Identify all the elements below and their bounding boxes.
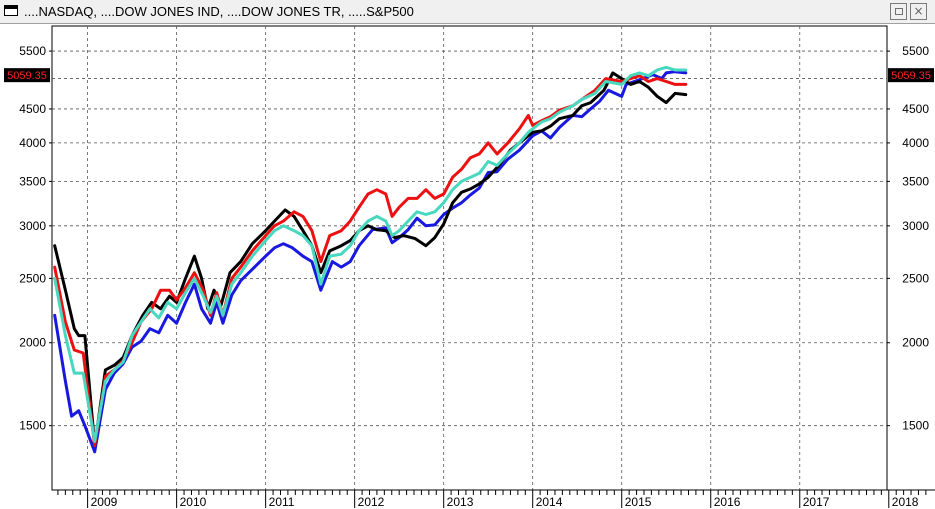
x-tick-label: 2014 bbox=[536, 495, 563, 509]
y-tick-label: 4000 bbox=[19, 136, 46, 150]
last-value-box bbox=[4, 68, 50, 83]
last-value-box bbox=[888, 68, 934, 83]
x-tick-label: 2016 bbox=[714, 495, 741, 509]
x-tick-label: 2012 bbox=[358, 495, 385, 509]
y-tick-label-right: 2500 bbox=[902, 271, 929, 285]
title-bar: ....NASDAQ, ....DOW JONES IND, ....DOW J… bbox=[0, 0, 935, 24]
y-tick-label: 1500 bbox=[19, 419, 46, 433]
y-tick-label: 5500 bbox=[19, 44, 46, 58]
right-price-axis: 1500 2000 2500 3000 3500 4000 4500 5500 bbox=[887, 44, 929, 433]
y-tick-label: 2000 bbox=[19, 336, 46, 350]
last-value-marker-right: 5059.35 bbox=[888, 68, 934, 83]
x-tick-label: 2009 bbox=[91, 495, 118, 509]
y-tick-label: 3000 bbox=[19, 219, 46, 233]
plot-border bbox=[51, 25, 888, 491]
x-tick-label: 2018 bbox=[892, 495, 919, 509]
last-value-marker-left: 5059.35 bbox=[4, 68, 50, 83]
close-icon: × bbox=[913, 4, 924, 18]
left-price-axis: 1500 2000 2500 3000 3500 4000 4500 5500 bbox=[19, 44, 52, 433]
y-tick-label-right: 3000 bbox=[902, 219, 929, 233]
x-tick-label: 2011 bbox=[269, 495, 295, 509]
y-tick-label-right: 1500 bbox=[902, 419, 929, 433]
window-title: ....NASDAQ, ....DOW JONES IND, ....DOW J… bbox=[24, 4, 414, 19]
x-tick-label: 2010 bbox=[180, 495, 207, 509]
last-value-text: 5059.35 bbox=[891, 70, 931, 82]
y-tick-label: 2500 bbox=[19, 271, 46, 285]
y-tick-label-right: 5500 bbox=[902, 44, 929, 58]
y-tick-label-right: 2000 bbox=[902, 336, 929, 350]
series-line-4 bbox=[53, 65, 688, 443]
last-value-text: 5059.35 bbox=[7, 70, 47, 82]
restore-button[interactable] bbox=[890, 3, 907, 20]
y-tick-label-right: 4500 bbox=[902, 102, 929, 116]
series-line-1 bbox=[53, 70, 688, 454]
series-lines bbox=[53, 65, 688, 454]
y-tick-label: 3500 bbox=[19, 174, 46, 188]
x-tick-label: 2013 bbox=[447, 495, 474, 509]
line-chart: 1500 2000 2500 3000 3500 4000 4500 5500 1500 200… bbox=[4, 25, 935, 509]
close-button[interactable]: × bbox=[910, 3, 927, 20]
y-tick-label: 4500 bbox=[19, 102, 46, 116]
y-tick-label-right: 3500 bbox=[902, 174, 929, 188]
y-tick-label-right: 4000 bbox=[902, 136, 929, 150]
restore-icon bbox=[895, 8, 903, 15]
x-tick-label: 2017 bbox=[803, 495, 830, 509]
x-tick-label: 2015 bbox=[625, 495, 652, 509]
window-icon[interactable] bbox=[4, 5, 18, 16]
plot-area bbox=[51, 25, 888, 491]
time-axis: 2009 2010 2011 2012 2013 2014 2015 2016 2017 2018 bbox=[52, 489, 935, 509]
